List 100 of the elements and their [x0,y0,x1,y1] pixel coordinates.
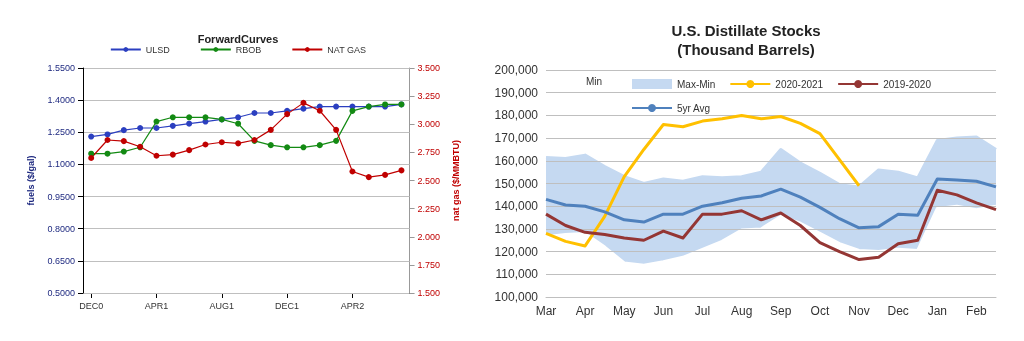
point [153,125,160,131]
point [186,114,193,121]
point [202,141,209,148]
x-tick-label: APR2 [340,300,365,311]
point [316,107,323,114]
x-tick-label: Jun [653,304,674,318]
y-tick-label: 0.6500 [47,255,75,266]
point [104,131,111,138]
x-tick-label: Nov [848,304,870,318]
x-tick-label: May [612,304,636,318]
line-series [544,188,998,262]
x-tick-label: Mar [535,304,557,318]
x-tick-label: DEC1 [275,300,300,311]
y-tick-label: 120,000 [494,244,539,259]
y2-tick-label: 3.500 [417,63,441,73]
point [104,150,111,157]
point [316,142,323,149]
point [333,126,340,133]
point [88,155,95,161]
legend-label: ULSD [145,44,171,55]
y-tick-label: 170,000 [494,131,539,146]
point [398,167,405,174]
point [120,138,127,145]
point [186,120,193,127]
point [333,137,340,144]
point [120,127,127,134]
x-tick-label: Dec [887,304,909,318]
point [137,125,144,131]
y-tick-label: 130,000 [494,221,539,236]
point [153,118,160,125]
y2-tick-label: 3.250 [417,91,441,102]
y2-tick-label: 2.000 [417,231,441,242]
x-tick-label: Aug [730,304,753,318]
y-tick-label: 0.8000 [47,223,75,234]
legend-label: 2019-2020 [883,78,932,90]
chart-title: ForwardCurves [197,32,279,45]
y-axis-title: fuels ($/gal) [25,155,36,206]
point [349,168,356,175]
point [120,148,127,155]
point [88,133,95,140]
point [186,147,193,154]
y2-tick-label: 2.250 [417,203,441,214]
y-tick-label: 140,000 [494,199,539,214]
point [300,105,307,112]
x-tick-label: APR1 [144,300,169,311]
x-tick-label: Apr [575,304,595,318]
point [267,126,274,133]
x-tick-label: Feb [966,304,988,318]
y-tick-label: 200,000 [494,63,539,77]
point [300,144,307,151]
legend-label: NAT GAS [327,44,367,55]
point [104,137,111,143]
point [235,140,242,147]
line-series [544,113,861,248]
point [169,122,176,129]
y2-tick-label: 3.000 [417,119,441,130]
legend-label: RBOB [235,44,262,55]
legend-label: Max-Min [677,78,716,90]
chart-title: U.S. Distillate Stocks (Thousand Barrels) [671,22,821,58]
x-tick-label: DEC0 [79,300,104,311]
y-tick-label: 1.4000 [47,95,75,106]
point [267,110,274,116]
point [153,152,160,159]
annotation: Min [586,75,603,87]
y-tick-label: 110,000 [495,267,539,282]
y-tick-label: 100,000 [494,290,539,304]
y-tick-label: 1.1000 [47,159,75,170]
y-tick-label: 1.5500 [47,63,75,73]
y2-tick-label: 2.500 [417,175,441,186]
point [251,110,258,116]
x-tick-label: Jan [927,304,947,318]
point [300,99,307,106]
point [382,171,389,178]
x-tick-label: Sep [770,304,792,318]
point [218,139,225,146]
y2-tick-label: 2.750 [417,147,441,158]
legend-label: 5yr Avg [677,102,711,114]
point [333,103,340,110]
x-tick-label: AUG1 [209,300,235,311]
y2-tick-label: 1.500 [417,288,441,298]
y-tick-label: 0.9500 [47,191,75,202]
y2-axis-title: nat gas ($/MMBTU) [450,140,461,221]
point [365,174,372,181]
point [349,107,356,114]
point [235,120,242,127]
line-series [544,177,998,230]
y-tick-label: 180,000 [494,108,539,123]
y-tick-label: 0.5000 [47,288,75,298]
point [284,144,291,151]
point [284,111,291,118]
y-tick-label: 160,000 [494,153,539,168]
point [169,151,176,158]
x-tick-label: Jul [694,304,711,318]
x-tick-label: Oct [810,304,830,318]
y-tick-label: 150,000 [494,176,539,191]
point [169,114,176,121]
point [267,142,274,149]
y-tick-label: 1.2500 [47,127,75,138]
point [202,114,209,121]
point [235,114,242,121]
